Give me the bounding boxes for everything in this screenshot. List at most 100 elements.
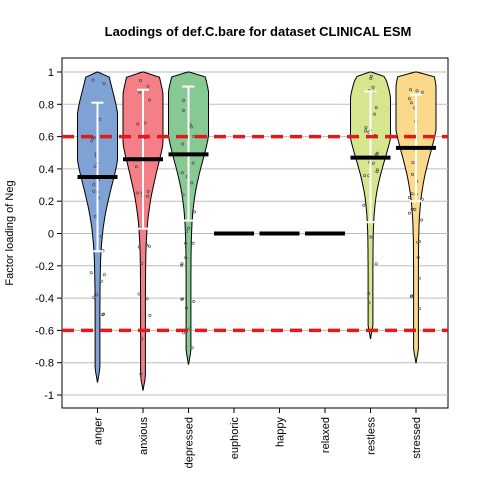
data-point: [371, 161, 375, 165]
data-point: [191, 161, 195, 165]
y-tick-label: -0.2: [35, 261, 54, 273]
data-point: [184, 241, 188, 245]
data-point: [364, 126, 368, 130]
data-point: [102, 273, 106, 277]
data-point: [410, 207, 414, 211]
data-point: [374, 106, 378, 110]
data-point: [371, 85, 375, 89]
data-point: [148, 313, 152, 317]
data-point: [95, 293, 99, 297]
x-tick-label-relaxed: relaxed: [320, 417, 332, 453]
data-point: [407, 196, 411, 200]
data-point: [181, 297, 185, 301]
data-point: [134, 165, 138, 169]
y-tick-label: 1: [48, 67, 54, 79]
y-tick-label: -1: [44, 390, 54, 402]
data-point: [92, 136, 96, 140]
data-point: [407, 97, 411, 101]
data-point: [136, 122, 140, 126]
data-point: [372, 112, 376, 116]
data-point: [190, 346, 194, 350]
x-tick-label-happy: happy: [275, 417, 287, 447]
plot-area: -1 -0.8 -0.6 -0.4 -0.2 0 0.2 0.4 0.6 0.8 1 anger anx…: [35, 57, 449, 468]
data-point: [411, 161, 415, 165]
data-point: [135, 191, 139, 195]
data-point: [410, 294, 414, 298]
data-point: [181, 108, 185, 112]
data-point: [146, 84, 150, 88]
data-point: [181, 142, 185, 146]
data-point: [92, 189, 96, 193]
data-point: [99, 279, 103, 283]
data-point: [93, 164, 97, 168]
data-point: [410, 172, 414, 176]
data-point: [147, 244, 151, 248]
x-tick-label-euphoric: euphoric: [229, 417, 241, 460]
data-point: [90, 139, 94, 143]
data-point: [374, 262, 378, 266]
data-point: [181, 193, 185, 197]
y-tick-label: -0.4: [35, 293, 54, 305]
data-point: [185, 306, 189, 310]
data-point: [99, 234, 103, 238]
violin-stressed: [395, 71, 437, 364]
data-point: [92, 183, 96, 187]
y-axis-label: Factor loading of Neg: [4, 180, 16, 285]
y-tick-label: -0.8: [35, 358, 54, 370]
data-point: [192, 134, 196, 138]
data-point: [188, 327, 192, 331]
x-tick-label-anger: anger: [93, 417, 105, 445]
data-point: [182, 98, 186, 102]
data-point: [408, 88, 412, 92]
data-point: [367, 291, 371, 295]
data-point: [416, 255, 420, 259]
data-point: [369, 77, 373, 81]
data-point: [420, 197, 424, 201]
data-point: [138, 90, 142, 94]
y-tick-label: 0.2: [39, 196, 54, 208]
data-point: [192, 299, 196, 303]
data-point: [89, 271, 93, 275]
x-tick-label-depressed: depressed: [184, 417, 196, 468]
data-point: [410, 192, 414, 196]
y-tick-label: 0.4: [39, 164, 54, 176]
data-point: [180, 171, 184, 175]
data-point: [375, 168, 379, 172]
data-point: [101, 313, 105, 317]
data-point: [193, 210, 197, 214]
data-point: [180, 262, 184, 266]
data-point: [92, 295, 96, 299]
data-point: [137, 245, 141, 249]
data-point: [369, 235, 373, 239]
data-point: [146, 194, 150, 198]
x-tick-label-anxious: anxious: [138, 417, 150, 455]
data-point: [185, 230, 189, 234]
data-point: [367, 301, 371, 305]
data-point: [363, 174, 367, 178]
data-point: [137, 292, 141, 296]
data-point: [191, 241, 195, 245]
y-tick-label: -0.6: [35, 325, 54, 337]
data-point: [148, 98, 152, 102]
x-tick-label-restless: restless: [366, 417, 378, 455]
data-point: [420, 90, 424, 94]
x-tick-label-stressed: stressed: [411, 417, 423, 459]
y-tick-label: 0.6: [39, 132, 54, 144]
data-point: [362, 203, 366, 207]
data-point: [146, 190, 150, 194]
y-tick-label: 0.8: [39, 99, 54, 111]
data-point: [375, 170, 379, 174]
y-tick-label: 0: [48, 229, 54, 241]
data-point: [409, 294, 413, 298]
data-point: [375, 151, 379, 155]
data-point: [139, 372, 143, 376]
chart-title: Laodings of def.C.bare for dataset CLINI…: [105, 24, 412, 39]
data-point: [139, 79, 143, 83]
data-point: [91, 78, 95, 82]
data-point: [416, 240, 420, 244]
data-point: [364, 129, 368, 133]
data-point: [145, 297, 149, 301]
data-point: [140, 337, 144, 341]
data-point: [140, 262, 144, 266]
